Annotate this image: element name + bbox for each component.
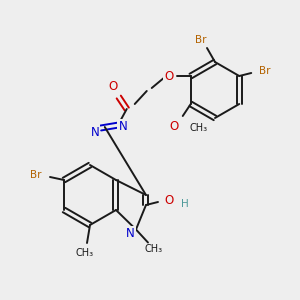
- Text: Br: Br: [30, 170, 42, 180]
- Text: O: O: [164, 70, 173, 83]
- Text: O: O: [164, 194, 174, 208]
- Text: N: N: [90, 125, 99, 139]
- Text: Br: Br: [195, 35, 207, 45]
- Text: Br: Br: [260, 66, 271, 76]
- Text: N: N: [126, 227, 134, 240]
- Text: N: N: [118, 121, 127, 134]
- Text: CH₃: CH₃: [190, 123, 208, 133]
- Text: CH₃: CH₃: [76, 248, 94, 258]
- Text: O: O: [169, 119, 178, 133]
- Text: CH₃: CH₃: [145, 244, 163, 254]
- Text: H: H: [181, 199, 189, 209]
- Text: O: O: [108, 80, 117, 94]
